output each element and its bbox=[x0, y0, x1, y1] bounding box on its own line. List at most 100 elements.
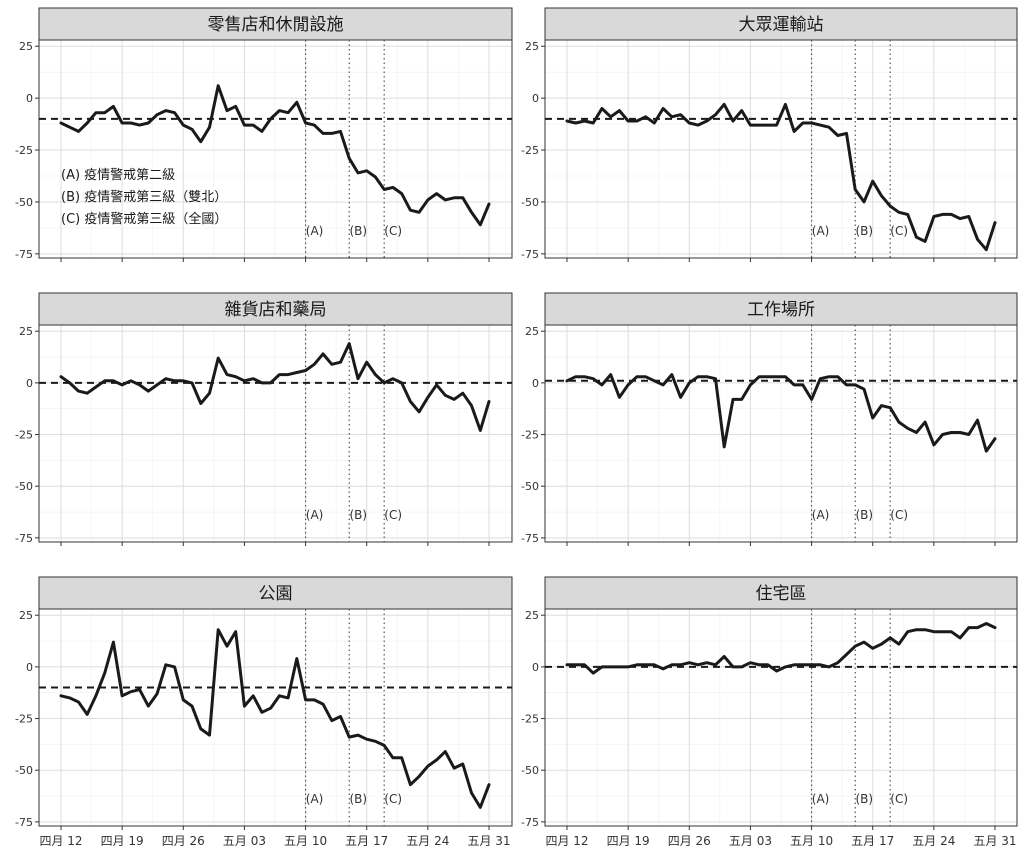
y-tick-label: 0 bbox=[26, 92, 33, 105]
series-line bbox=[59, 342, 491, 432]
panel-border bbox=[38, 39, 513, 259]
x-tick-label: 五月 24 bbox=[406, 834, 449, 848]
y-tick-label: 0 bbox=[532, 377, 539, 390]
y-tick-label: 0 bbox=[532, 661, 539, 674]
y-tick-label: 25 bbox=[525, 40, 539, 53]
plot-area bbox=[39, 40, 512, 258]
event-marker-label: (A) bbox=[812, 508, 830, 522]
x-tick-label: 五月 17 bbox=[345, 834, 388, 848]
y-tick-label: -25 bbox=[521, 713, 539, 726]
facet-title: 工作場所 bbox=[747, 300, 815, 320]
facet-title: 公園 bbox=[259, 584, 293, 604]
y-tick-label: -50 bbox=[15, 196, 33, 209]
annotation-label: (B) 疫情警戒第三級（雙北） bbox=[61, 189, 227, 205]
y-tick-label: 0 bbox=[26, 661, 33, 674]
facet-title: 雜貨店和藥局 bbox=[225, 300, 327, 320]
x-tick-label: 五月 17 bbox=[851, 834, 894, 848]
y-tick-label: -50 bbox=[521, 764, 539, 777]
annotation-label: (A) 疫情警戒第二級 bbox=[61, 167, 175, 183]
x-tick-label: 四月 26 bbox=[162, 834, 205, 848]
y-tick-label: -50 bbox=[521, 480, 539, 493]
x-tick-label: 五月 10 bbox=[790, 834, 833, 848]
event-marker-label: (A) bbox=[812, 792, 830, 806]
panel-border bbox=[544, 608, 1018, 827]
x-tick-label: 四月 19 bbox=[607, 834, 650, 848]
event-marker-label: (B) bbox=[349, 792, 367, 806]
event-marker-label: (C) bbox=[384, 508, 402, 522]
x-tick-label: 四月 12 bbox=[39, 834, 82, 848]
y-tick-label: -25 bbox=[15, 713, 33, 726]
event-marker-label: (B) bbox=[855, 224, 873, 238]
x-tick-label: 四月 26 bbox=[668, 834, 711, 848]
plot-area bbox=[39, 325, 512, 542]
event-marker-label: (B) bbox=[855, 792, 873, 806]
y-tick-label: -75 bbox=[521, 816, 539, 829]
series-line bbox=[565, 373, 997, 453]
y-tick-label: -25 bbox=[521, 144, 539, 157]
y-tick-label: 0 bbox=[26, 377, 33, 390]
annotation-label: (C) 疫情警戒第三級（全國） bbox=[61, 211, 227, 227]
event-marker-label: (B) bbox=[855, 508, 873, 522]
facet-panel: 零售店和休閒設施 25 0 -25 -50 -75 (A) (B) (C) (A) 疫情警戒第二級… bbox=[15, 7, 513, 262]
event-marker-label: (A) bbox=[306, 792, 324, 806]
facet-panel: 住宅區 25 0 -25 -50 -75 四月 12 四月 19 四月 26 五月 03 五月 10… bbox=[521, 576, 1018, 848]
x-tick-label: 四月 12 bbox=[545, 834, 588, 848]
event-marker-label: (B) bbox=[349, 508, 367, 522]
y-tick-label: 25 bbox=[19, 40, 33, 53]
y-tick-label: -75 bbox=[15, 532, 33, 545]
y-tick-label: -75 bbox=[521, 532, 539, 545]
facet-strip bbox=[544, 292, 1018, 326]
facet-panel: 大眾運輸站 25 0 -25 -50 -75 (A) (B) (C) bbox=[521, 7, 1018, 262]
y-tick-label: -50 bbox=[521, 196, 539, 209]
y-tick-label: 25 bbox=[19, 609, 33, 622]
series-line bbox=[565, 102, 997, 252]
facet-strip bbox=[38, 7, 513, 41]
plot-area bbox=[39, 609, 512, 826]
event-marker-label: (A) bbox=[306, 508, 324, 522]
panel-border bbox=[544, 39, 1018, 259]
facet-panel: 公園 25 0 -25 -50 -75 四月 12 四月 19 四月 26 五月 03 五月 10 五… bbox=[15, 576, 513, 848]
facet-title: 大眾運輸站 bbox=[739, 15, 824, 35]
facet-panel: 雜貨店和藥局 25 0 -25 -50 -75 (A) (B) (C) bbox=[15, 292, 513, 546]
event-marker-label: (B) bbox=[349, 224, 367, 238]
y-tick-label: -75 bbox=[521, 248, 539, 261]
panel-border bbox=[544, 324, 1018, 543]
y-tick-label: -75 bbox=[15, 816, 33, 829]
y-tick-label: -25 bbox=[15, 429, 33, 442]
series-line bbox=[565, 622, 997, 675]
y-tick-label: -50 bbox=[15, 764, 33, 777]
series-line bbox=[59, 84, 491, 227]
x-tick-label: 五月 10 bbox=[284, 834, 327, 848]
panel-border bbox=[38, 608, 513, 827]
event-marker-label: (C) bbox=[890, 508, 908, 522]
facet-strip bbox=[544, 576, 1018, 610]
x-tick-label: 五月 03 bbox=[729, 834, 772, 848]
y-tick-label: 0 bbox=[532, 92, 539, 105]
event-marker-label: (C) bbox=[890, 224, 908, 238]
series-line bbox=[59, 628, 491, 809]
facet-strip bbox=[38, 576, 513, 610]
facet-strip bbox=[544, 7, 1018, 41]
event-marker-label: (C) bbox=[384, 224, 402, 238]
y-tick-label: -75 bbox=[15, 248, 33, 261]
x-tick-label: 四月 19 bbox=[101, 834, 144, 848]
x-tick-label: 五月 03 bbox=[223, 834, 266, 848]
facet-title: 零售店和休閒設施 bbox=[208, 15, 344, 35]
y-tick-label: -25 bbox=[15, 144, 33, 157]
y-tick-label: -25 bbox=[521, 429, 539, 442]
x-tick-label: 五月 24 bbox=[912, 834, 955, 848]
event-marker-label: (C) bbox=[890, 792, 908, 806]
facet-title: 住宅區 bbox=[756, 584, 807, 604]
panel-border bbox=[38, 324, 513, 543]
y-tick-label: 25 bbox=[525, 609, 539, 622]
x-tick-label: 五月 31 bbox=[467, 834, 510, 848]
y-tick-label: 25 bbox=[525, 325, 539, 338]
event-marker-label: (C) bbox=[384, 792, 402, 806]
y-tick-label: 25 bbox=[19, 325, 33, 338]
event-marker-label: (A) bbox=[306, 224, 324, 238]
y-tick-label: -50 bbox=[15, 480, 33, 493]
facet-panel: 工作場所 25 0 -25 -50 -75 (A) (B) (C) bbox=[521, 292, 1018, 546]
event-marker-label: (A) bbox=[812, 224, 830, 238]
